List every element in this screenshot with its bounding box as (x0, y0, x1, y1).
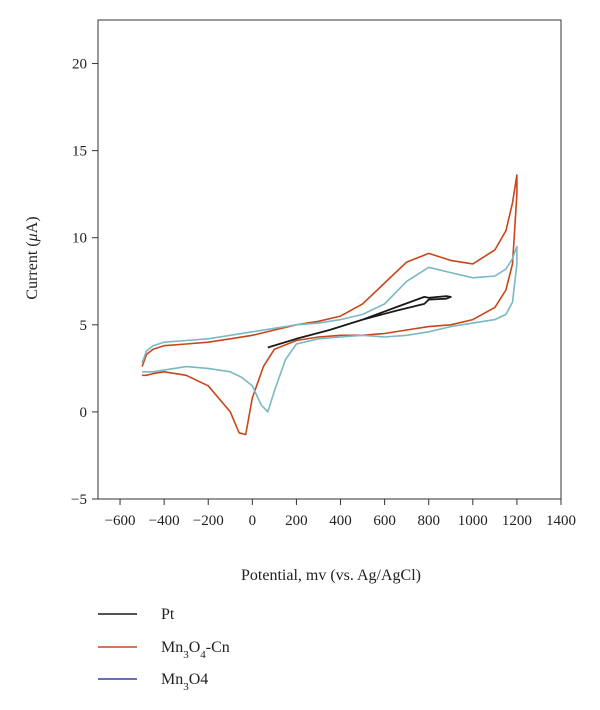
x-tick-label: 1000 (458, 513, 488, 529)
x-tick-label: 1400 (546, 513, 576, 529)
x-axis-ticks: −600 −400 −200 0 200 400 600 800 1000 1200 1400 (105, 499, 576, 529)
y-tick-label: 0 (80, 405, 88, 421)
series-line-pt (267, 295, 452, 349)
x-tick-label: 1200 (502, 513, 532, 529)
x-tick-label: 400 (329, 513, 352, 529)
x-tick-label: 800 (417, 513, 440, 529)
legend-label: Mn3O4 (161, 671, 208, 693)
series-line-mn3o4-cn (141, 174, 518, 436)
plot-frame (97, 19, 562, 500)
x-tick-label: −200 (193, 513, 224, 529)
y-axis-title: Current (μA) (24, 216, 41, 299)
y-tick-label: 5 (80, 318, 88, 334)
y-tick-label: 10 (72, 231, 87, 247)
series-line-mn3o4 (141, 245, 518, 413)
legend-label: Mn3O4-Cn (161, 639, 230, 661)
legend: Pt Mn3O4-Cn Mn3O4 (98, 606, 230, 693)
plot-area (97, 19, 562, 500)
x-tick-label: −400 (149, 513, 180, 529)
series-layer (141, 174, 518, 436)
x-axis-title: Potential, mv (vs. Ag/AgCl) (241, 567, 421, 584)
y-tick-label: 20 (72, 57, 87, 73)
x-tick-label: 0 (249, 513, 257, 529)
y-tick-label: 15 (72, 144, 87, 160)
y-tick-label: −5 (71, 492, 87, 508)
y-axis-ticks: −5 0 5 10 15 20 (71, 57, 98, 508)
x-tick-label: 200 (285, 513, 308, 529)
legend-label: Pt (161, 606, 175, 623)
x-tick-label: 600 (373, 513, 396, 529)
x-tick-label: −600 (105, 513, 136, 529)
